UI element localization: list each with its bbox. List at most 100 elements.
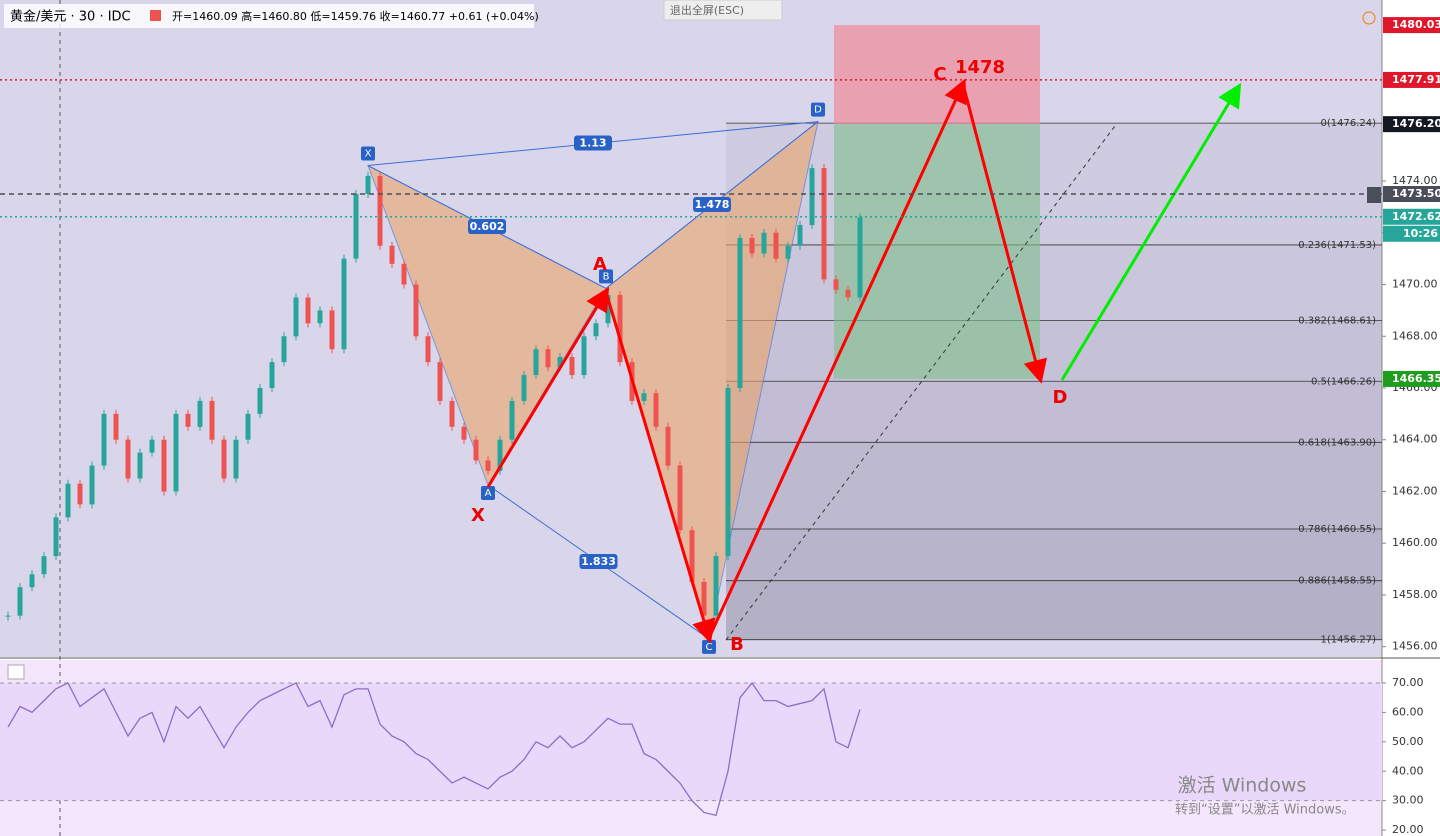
fib-label: 0.886(1458.55) [1298, 576, 1376, 587]
fib-label: 1(1456.27) [1320, 635, 1376, 646]
fib-zone [726, 528, 1382, 581]
price-tag-label: 1477.91 [1392, 73, 1440, 86]
candle [581, 336, 587, 376]
fib-label: 0.236(1471.53) [1298, 240, 1376, 251]
price-tag [1383, 71, 1440, 88]
candle [857, 217, 863, 298]
candle [701, 581, 707, 616]
point-tag [361, 146, 375, 161]
price-tag [1383, 208, 1440, 225]
candle [305, 297, 311, 324]
green-arrow [1060, 82, 1242, 381]
y-tick-label: 1464.00 [1392, 433, 1438, 446]
red-arrow [604, 291, 716, 644]
crosshair-plus[interactable] [1367, 187, 1381, 203]
candle [749, 237, 755, 254]
candle [569, 356, 575, 376]
candle [821, 168, 827, 280]
candle [161, 439, 167, 492]
point-tag [811, 102, 825, 117]
candle [353, 193, 359, 259]
candle [473, 439, 479, 461]
wave-annotation: A [593, 254, 607, 275]
collapse-button[interactable] [7, 664, 25, 680]
fib-label: 0.5(1466.26) [1311, 376, 1376, 387]
price-tag [1383, 116, 1440, 133]
candle [689, 530, 695, 582]
ratio-bg [574, 135, 612, 151]
candle [413, 284, 419, 337]
rsi-line [7, 681, 861, 817]
candle [377, 175, 383, 246]
wave-annotation: 1478 [955, 57, 1005, 78]
red-arrow [486, 286, 610, 488]
candle [737, 237, 743, 388]
exit-fullscreen[interactable] [663, 0, 783, 21]
candle [293, 297, 299, 337]
countdown-bg [1383, 225, 1440, 242]
red-arrow [961, 83, 1048, 384]
candle [5, 615, 11, 617]
symbol-flag [150, 10, 161, 21]
candle [209, 400, 215, 440]
candle [509, 400, 515, 440]
y-tick-label: 1468.00 [1392, 329, 1438, 342]
candle [233, 439, 239, 479]
fib-label: 0.786(1460.55) [1298, 524, 1376, 535]
candle [713, 556, 719, 616]
watermark-title: 激活 Windows [1178, 775, 1307, 797]
fib-label: 0(1476.24) [1320, 118, 1376, 129]
candle [449, 400, 455, 427]
point-tag-label: X [365, 149, 372, 160]
y-tick-label: 1460.00 [1392, 536, 1438, 549]
candle [797, 225, 803, 246]
symbol: 黄金/美元 · 30 · IDC [10, 9, 131, 25]
candle [533, 349, 539, 376]
projection-line [725, 125, 1116, 641]
rsi-tick-label: 70.00 [1392, 676, 1424, 689]
rsi-band [0, 682, 1382, 801]
candle [173, 413, 179, 492]
point-tag [599, 269, 613, 284]
point-tag-label: D [814, 105, 822, 116]
candle [197, 400, 203, 427]
price-tag-label: 1473.50 [1392, 187, 1440, 200]
candle [257, 387, 263, 414]
candle [53, 517, 59, 557]
candle [329, 310, 335, 350]
candle [125, 439, 131, 479]
fib-label: 0.618(1463.90) [1298, 437, 1376, 448]
fib-zone [726, 381, 1382, 443]
candle [545, 349, 551, 368]
candle [653, 393, 659, 427]
red-arrow [707, 78, 967, 639]
candle [437, 362, 443, 401]
candle [65, 483, 71, 518]
price-tag-label: 1466.35 [1392, 372, 1440, 385]
fib-zone [726, 320, 1382, 382]
wave-annotation: D [1053, 387, 1068, 408]
candle [41, 556, 47, 575]
target-box [834, 124, 1040, 379]
price-axis [1382, 0, 1440, 836]
price-tag [1383, 185, 1440, 202]
candle [113, 413, 119, 440]
candle [725, 387, 731, 557]
candle [461, 426, 467, 440]
point-tag-label: B [603, 271, 610, 282]
wave-annotation: B [730, 634, 744, 655]
candle [149, 439, 155, 453]
watermark-subtitle: 转到“设置”以激活 Windows。 [1175, 803, 1355, 818]
candle [389, 245, 395, 264]
alert-icon[interactable] [1362, 11, 1376, 25]
candle [809, 168, 815, 226]
candle [497, 439, 503, 471]
candle [521, 375, 527, 401]
rsi-tick-label: 60.00 [1392, 705, 1424, 718]
exit-fullscreen-label: 退出全屏(ESC) [670, 3, 744, 17]
ratio-bg [693, 196, 731, 212]
candle [281, 336, 287, 363]
candle [773, 232, 779, 259]
candle [185, 413, 191, 427]
